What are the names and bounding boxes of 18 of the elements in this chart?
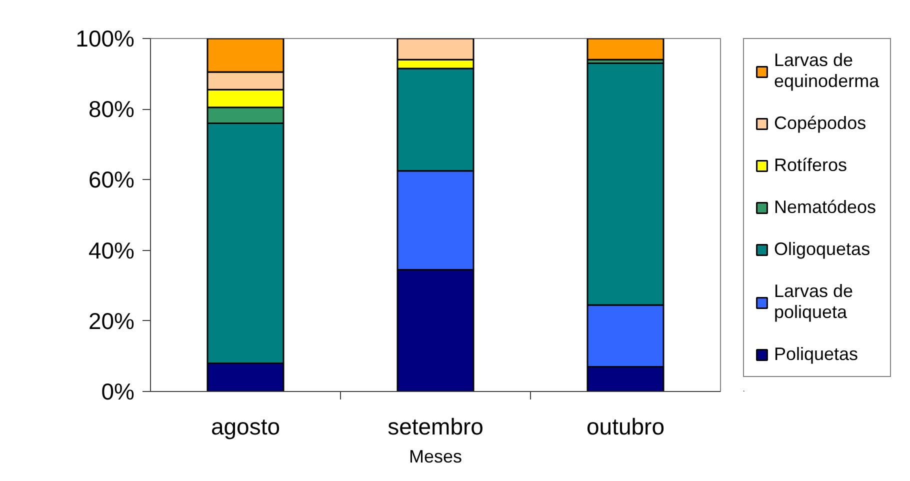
x-axis-title: Meses — [408, 446, 462, 466]
y-tick-label: 0% — [101, 378, 135, 404]
legend-label: Copépodos — [774, 113, 866, 134]
legend-label: Larvas de equinoderma — [774, 50, 880, 92]
x-tick-label: setembro — [388, 414, 484, 440]
legend-label: Poliquetas — [774, 344, 858, 365]
y-tick-label: 80% — [88, 96, 135, 122]
x-tick-label: agosto — [210, 414, 280, 440]
y-tick-label: 100% — [76, 26, 135, 52]
y-tick-label: 60% — [88, 166, 135, 193]
y-tick-label: 20% — [88, 308, 135, 334]
bar — [586, 38, 664, 60]
x-tick-label: outubro — [586, 414, 665, 440]
y-tick-label: 40% — [88, 237, 135, 264]
legend-label: Larvas de poliqueta — [774, 281, 854, 323]
legend-label: Rotíferos — [774, 155, 848, 176]
legend-label: Nematódeos — [774, 197, 876, 218]
legend-label: Oligoquetas — [774, 239, 870, 260]
